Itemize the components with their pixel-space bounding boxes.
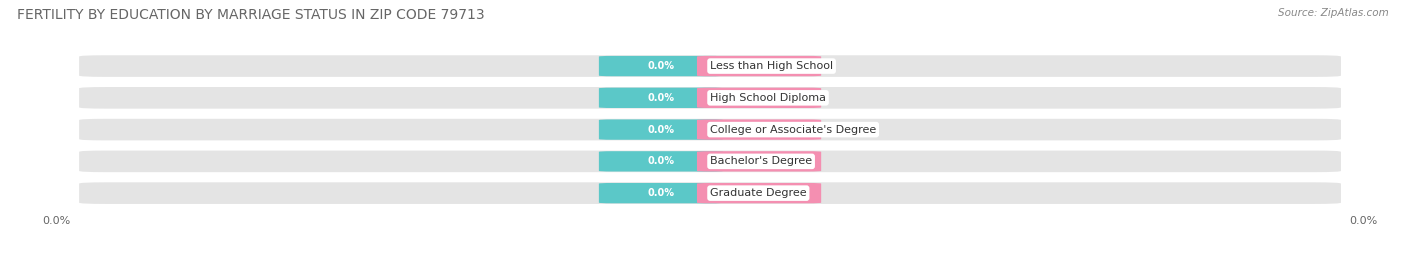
FancyBboxPatch shape bbox=[697, 151, 821, 171]
Text: Less than High School: Less than High School bbox=[710, 61, 834, 71]
Text: High School Diploma: High School Diploma bbox=[710, 93, 827, 103]
Text: 0.0%: 0.0% bbox=[745, 188, 772, 198]
FancyBboxPatch shape bbox=[79, 55, 1341, 77]
FancyBboxPatch shape bbox=[599, 151, 723, 171]
FancyBboxPatch shape bbox=[79, 119, 1341, 140]
FancyBboxPatch shape bbox=[599, 119, 723, 140]
FancyBboxPatch shape bbox=[599, 183, 723, 203]
Text: Bachelor's Degree: Bachelor's Degree bbox=[710, 156, 813, 166]
Text: 0.0%: 0.0% bbox=[648, 93, 675, 103]
Text: 0.0%: 0.0% bbox=[745, 61, 772, 71]
FancyBboxPatch shape bbox=[79, 182, 1341, 204]
Text: 0.0%: 0.0% bbox=[648, 156, 675, 166]
FancyBboxPatch shape bbox=[599, 56, 723, 76]
FancyBboxPatch shape bbox=[79, 151, 1341, 172]
Text: 0.0%: 0.0% bbox=[648, 124, 675, 135]
Text: 0.0%: 0.0% bbox=[745, 124, 772, 135]
Text: College or Associate's Degree: College or Associate's Degree bbox=[710, 124, 876, 135]
Text: Source: ZipAtlas.com: Source: ZipAtlas.com bbox=[1278, 8, 1389, 18]
FancyBboxPatch shape bbox=[697, 183, 821, 203]
FancyBboxPatch shape bbox=[697, 88, 821, 108]
Text: 0.0%: 0.0% bbox=[745, 156, 772, 166]
FancyBboxPatch shape bbox=[599, 88, 723, 108]
Legend: Married, Unmarried: Married, Unmarried bbox=[628, 266, 792, 270]
FancyBboxPatch shape bbox=[697, 119, 821, 140]
Text: 0.0%: 0.0% bbox=[648, 188, 675, 198]
FancyBboxPatch shape bbox=[79, 87, 1341, 109]
Text: 0.0%: 0.0% bbox=[745, 93, 772, 103]
Text: Graduate Degree: Graduate Degree bbox=[710, 188, 807, 198]
Text: 0.0%: 0.0% bbox=[648, 61, 675, 71]
FancyBboxPatch shape bbox=[697, 56, 821, 76]
Text: FERTILITY BY EDUCATION BY MARRIAGE STATUS IN ZIP CODE 79713: FERTILITY BY EDUCATION BY MARRIAGE STATU… bbox=[17, 8, 485, 22]
